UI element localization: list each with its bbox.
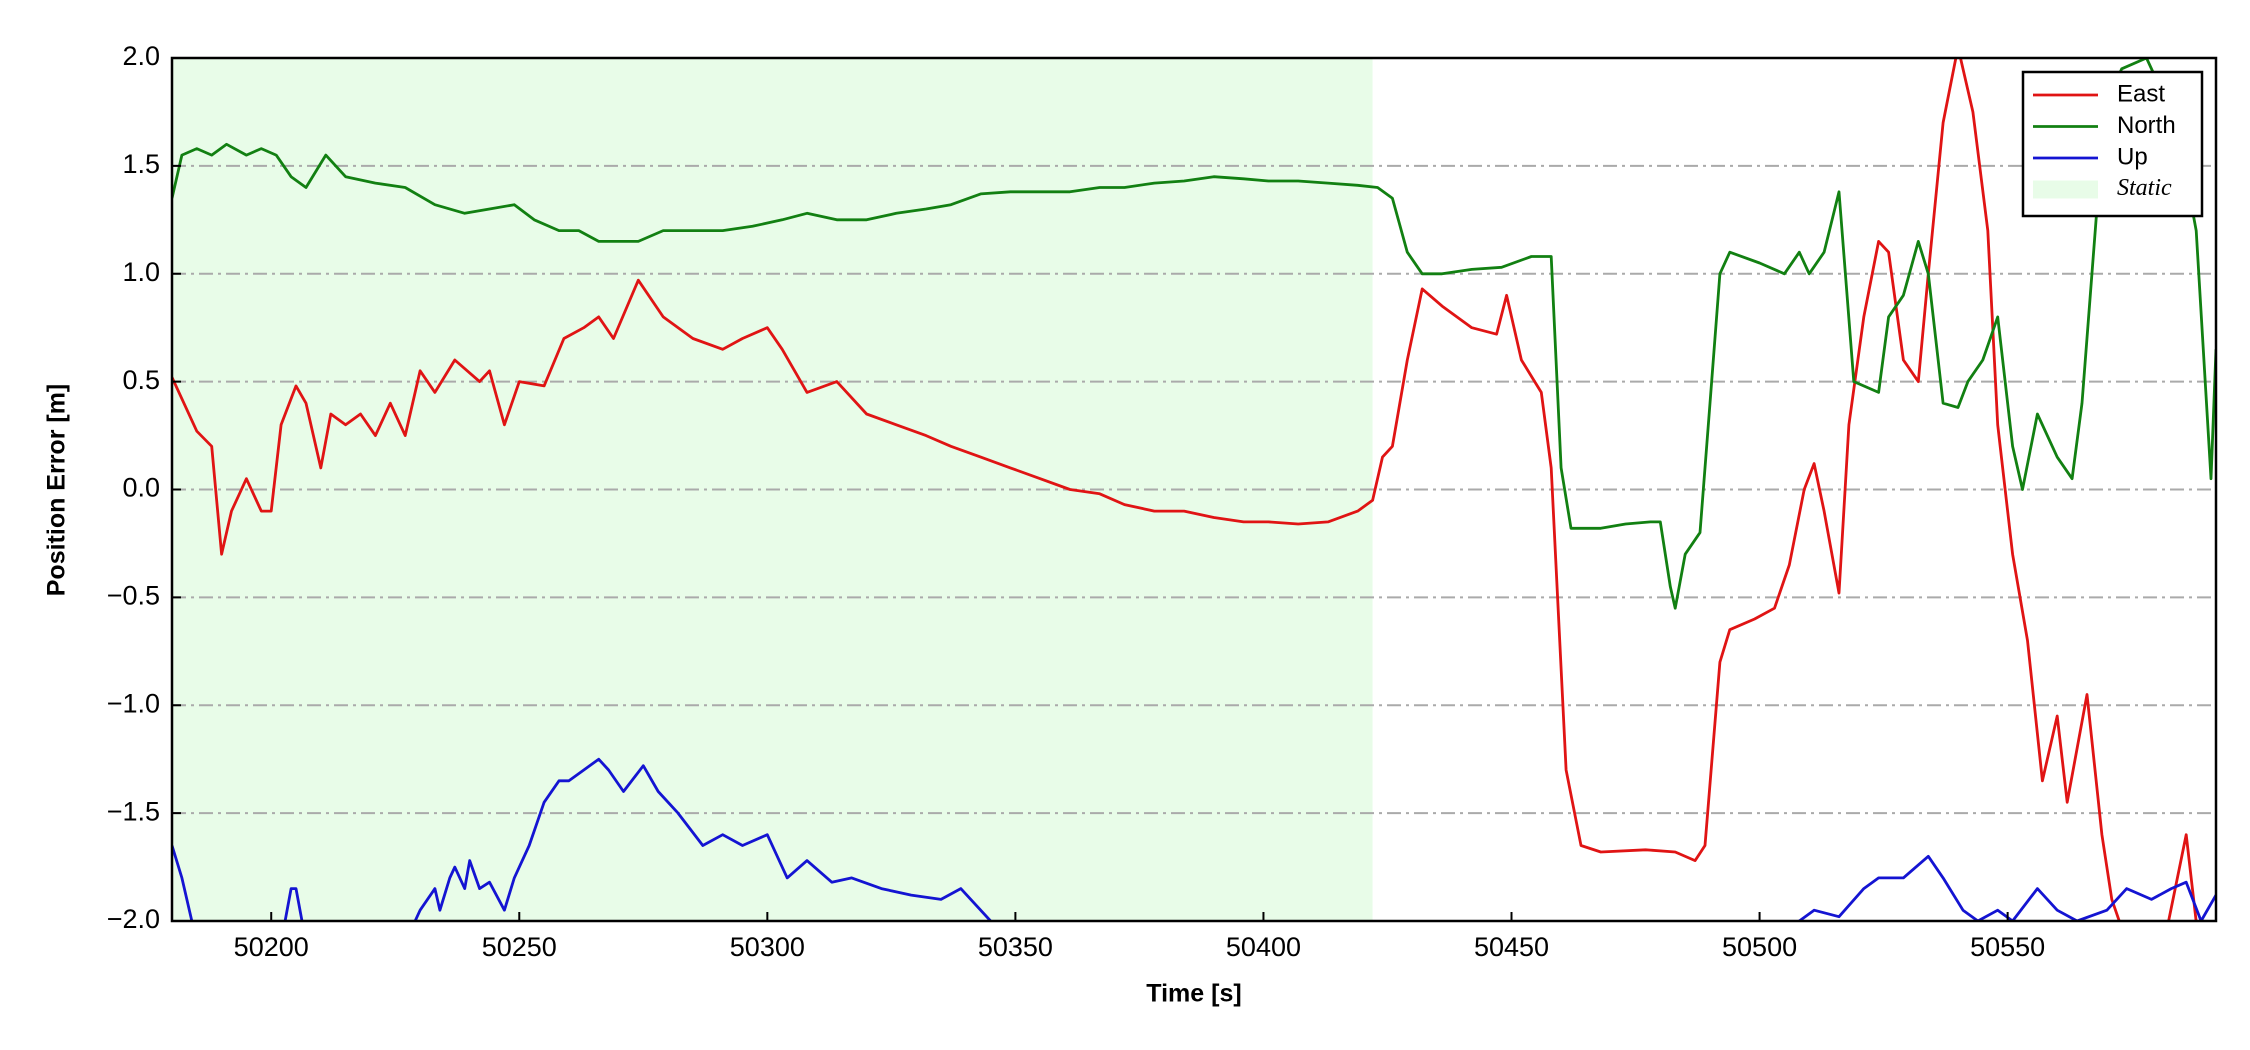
x-tick-label: 50500 xyxy=(1722,932,1797,962)
x-tick-label: 50200 xyxy=(234,932,309,962)
legend-label: Static xyxy=(2117,175,2172,201)
legend-label: East xyxy=(2117,80,2165,107)
y-tick-label: −1.5 xyxy=(107,796,160,826)
y-tick-label: 2.0 xyxy=(122,41,160,71)
x-tick-label: 50300 xyxy=(730,932,805,962)
x-tick-label: 50450 xyxy=(1474,932,1549,962)
legend: East North Up Static xyxy=(2021,70,2204,218)
series-line xyxy=(172,58,2198,921)
y-tick-label: −2.0 xyxy=(107,904,160,934)
x-tick-label: 50350 xyxy=(978,932,1053,962)
x-tick-label: 50550 xyxy=(1970,932,2045,962)
x-tick-label: 50400 xyxy=(1226,932,1301,962)
legend-swatch xyxy=(2033,180,2098,199)
y-tick-label: 1.0 xyxy=(122,257,160,287)
x-axis-label: Time [s] xyxy=(1146,980,1241,1008)
series-line xyxy=(172,58,2216,610)
y-tick-label: −1.0 xyxy=(107,688,160,718)
x-tick-label: 50250 xyxy=(482,932,557,962)
legend-label: North xyxy=(2117,112,2176,139)
y-tick-label: 0.0 xyxy=(122,473,160,503)
y-tick-label: −0.5 xyxy=(107,581,160,611)
plot-area xyxy=(172,58,2216,921)
y-axis-label: Position Error [m] xyxy=(43,384,71,597)
y-tick-label: 0.5 xyxy=(122,365,160,395)
series-line xyxy=(172,757,2216,921)
y-tick-label: 1.5 xyxy=(122,149,160,179)
legend-label: Up xyxy=(2117,143,2148,170)
